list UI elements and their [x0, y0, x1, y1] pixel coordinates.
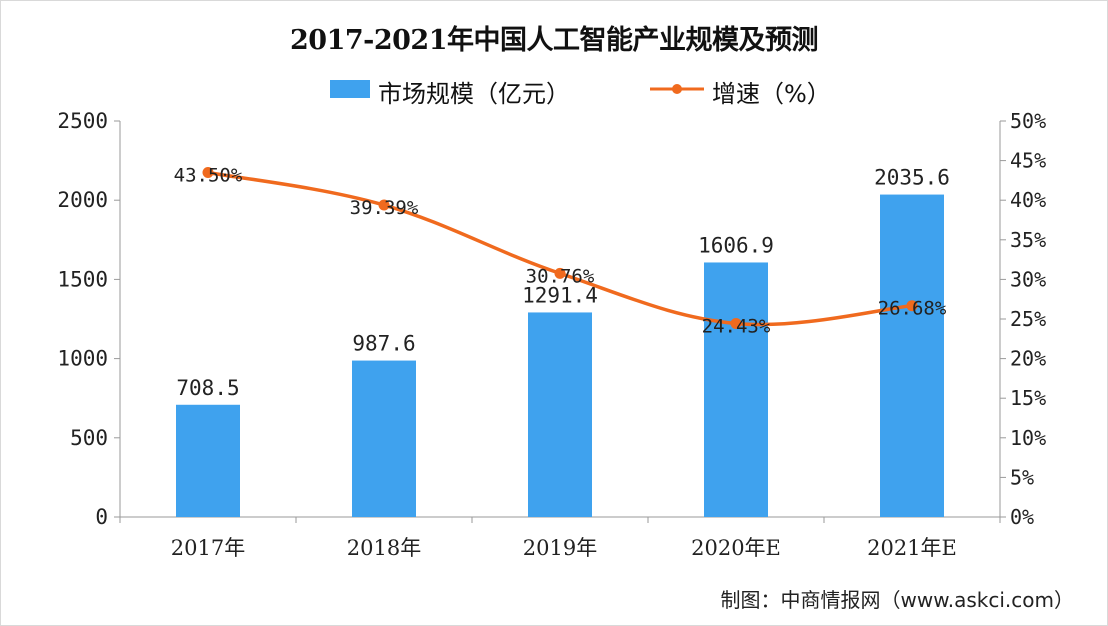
growth-point	[906, 300, 918, 312]
y-right-tick-label: 45%	[1010, 149, 1046, 173]
y-right-tick-label: 15%	[1010, 386, 1046, 410]
y-right-tick-label: 5%	[1010, 465, 1034, 489]
growth-data-label: 39.39%	[350, 197, 419, 219]
growth-point	[554, 267, 566, 279]
bar-data-label: 1606.9	[698, 233, 774, 257]
growth-data-label: 43.50%	[174, 164, 243, 186]
bar	[176, 404, 240, 517]
chart-title: 2017-2021年中国人工智能产业规模及预测	[290, 25, 819, 56]
growth-point	[730, 318, 742, 330]
y-right-tick-label: 0%	[1010, 505, 1034, 529]
y-left-tick-label: 500	[70, 426, 108, 450]
legend-line-label: 增速（%）	[712, 80, 831, 108]
y-left-tick-label: 1000	[57, 347, 108, 371]
y-right-tick-label: 35%	[1010, 228, 1046, 252]
y-right-tick-label: 50%	[1010, 109, 1046, 133]
legend-bar-swatch	[330, 80, 370, 98]
bar	[352, 360, 416, 517]
y-right-tick-label: 10%	[1010, 426, 1046, 450]
y-left-tick-label: 2500	[57, 109, 108, 133]
y-right-tick-label: 20%	[1010, 347, 1046, 371]
growth-data-label: 24.43%	[702, 316, 771, 338]
bar	[880, 194, 944, 517]
y-right-tick-label: 25%	[1010, 307, 1046, 331]
growth-data-label: 30.76%	[526, 265, 595, 287]
bar-data-label: 2035.6	[874, 166, 950, 190]
source-note: 制图：中商情报网（www.askci.com）	[720, 588, 1074, 612]
y-right-tick-label: 30%	[1010, 267, 1046, 291]
x-tick-label: 2019年	[523, 536, 597, 560]
y-left-tick-label: 1500	[57, 267, 108, 291]
y-left-tick-label: 0	[95, 505, 108, 529]
bar-data-label: 708.5	[176, 376, 239, 400]
growth-data-label: 26.68%	[878, 298, 947, 320]
y-left-tick-label: 2000	[57, 188, 108, 212]
legend-line-swatch	[650, 84, 704, 94]
growth-point	[378, 199, 390, 211]
x-tick-label: 2018年	[347, 536, 421, 560]
y-right-tick-label: 40%	[1010, 188, 1046, 212]
bar-data-label: 1291.4	[522, 283, 598, 307]
x-tick-label: 2017年	[171, 536, 245, 560]
growth-point	[202, 166, 214, 178]
bar	[528, 312, 592, 517]
x-tick-label: 2020年E	[691, 536, 781, 560]
bar-data-label: 987.6	[352, 332, 415, 356]
legend-bar-label: 市场规模（亿元）	[378, 80, 570, 108]
bar	[704, 262, 768, 517]
x-tick-label: 2021年E	[867, 536, 957, 560]
